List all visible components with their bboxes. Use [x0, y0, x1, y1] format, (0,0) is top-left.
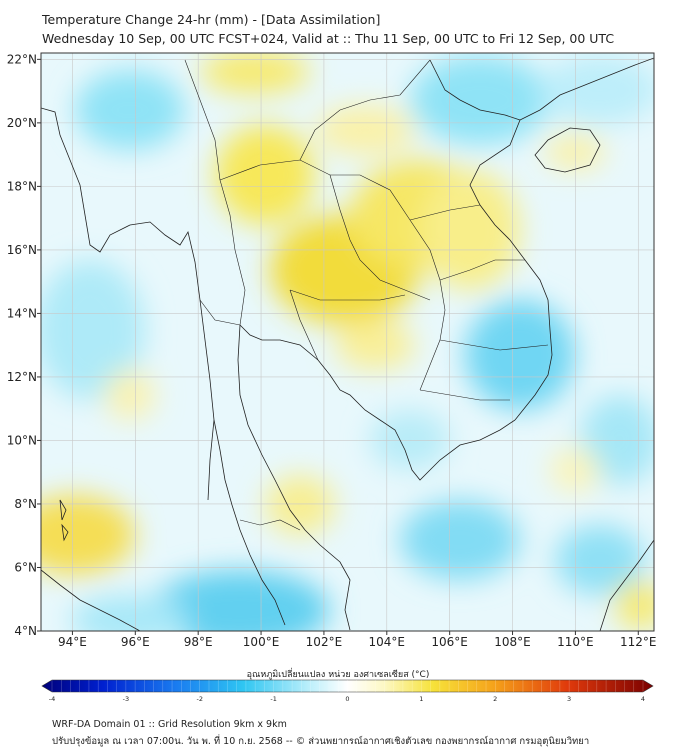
- lat-tick-label: 18°N: [7, 179, 37, 193]
- temperature-field: [41, 53, 654, 631]
- lat-tick-label: 8°N: [14, 497, 37, 511]
- lon-tick-label: 94°E: [58, 635, 87, 649]
- longitude-ticks: 94°E 96°E 98°E 100°E 102°E 104°E 106°E 108°E 110…: [58, 631, 657, 649]
- colorbar-tick-label: 3: [567, 695, 571, 703]
- map-frame: [40, 52, 655, 632]
- colorbar-label: อุณหภูมิเปลี่ยนแปลง หน่วย องศาเซลเซียส (…: [246, 670, 430, 680]
- lat-tick-label: 10°N: [7, 433, 37, 447]
- colorbar-tick-label: -2: [197, 695, 203, 703]
- footer-line-2: ปรับปรุงข้อมูล ณ เวลา 07:00น. วัน พ. ที่…: [52, 736, 590, 747]
- colorbar-tick-label: 1: [419, 695, 423, 703]
- colorbar: -4 -3 -2 -1 0 1 2 3 4: [41, 679, 654, 703]
- lat-tick-label: 6°N: [14, 560, 37, 574]
- map-title: Temperature Change 24-hr (mm) - [Data As…: [42, 12, 381, 27]
- lon-tick-label: 106°E: [431, 635, 468, 649]
- graticule: [41, 53, 654, 631]
- lat-tick-label: 20°N: [7, 116, 37, 130]
- lon-tick-label: 100°E: [243, 635, 280, 649]
- colorbar-tick-label: -1: [270, 695, 276, 703]
- colorbar-tick-label: 0: [345, 695, 349, 703]
- lon-tick-label: 104°E: [369, 635, 406, 649]
- lat-tick-label: 4°N: [14, 624, 37, 638]
- lon-tick-label: 98°E: [184, 635, 213, 649]
- colorbar-bar: [41, 679, 654, 693]
- colorbar-tick-label: 2: [493, 695, 497, 703]
- colorbar-tick-label: 4: [641, 695, 645, 703]
- lat-tick-label: 22°N: [7, 52, 37, 66]
- coastlines-and-borders: [41, 57, 654, 631]
- lon-tick-label: 112°E: [620, 635, 657, 649]
- lon-tick-label: 110°E: [557, 635, 594, 649]
- map-subtitle: Wednesday 10 Sep, 00 UTC FCST+024, Valid…: [42, 31, 615, 46]
- lon-tick-label: 102°E: [306, 635, 343, 649]
- colorbar-tick-label: -4: [49, 695, 55, 703]
- colorbar-tick-label: -3: [123, 695, 129, 703]
- lat-tick-label: 14°N: [7, 306, 37, 320]
- lat-tick-label: 12°N: [7, 370, 37, 384]
- footer-line-1: WRF-DA Domain 01 :: Grid Resolution 9km …: [52, 719, 287, 730]
- lon-tick-label: 108°E: [494, 635, 531, 649]
- lon-tick-label: 96°E: [121, 635, 150, 649]
- latitude-ticks: 22°N 20°N 18°N 16°N 14°N 12°N 10°N 8°N 6°N 4°N: [7, 52, 41, 638]
- lat-tick-label: 16°N: [7, 243, 37, 257]
